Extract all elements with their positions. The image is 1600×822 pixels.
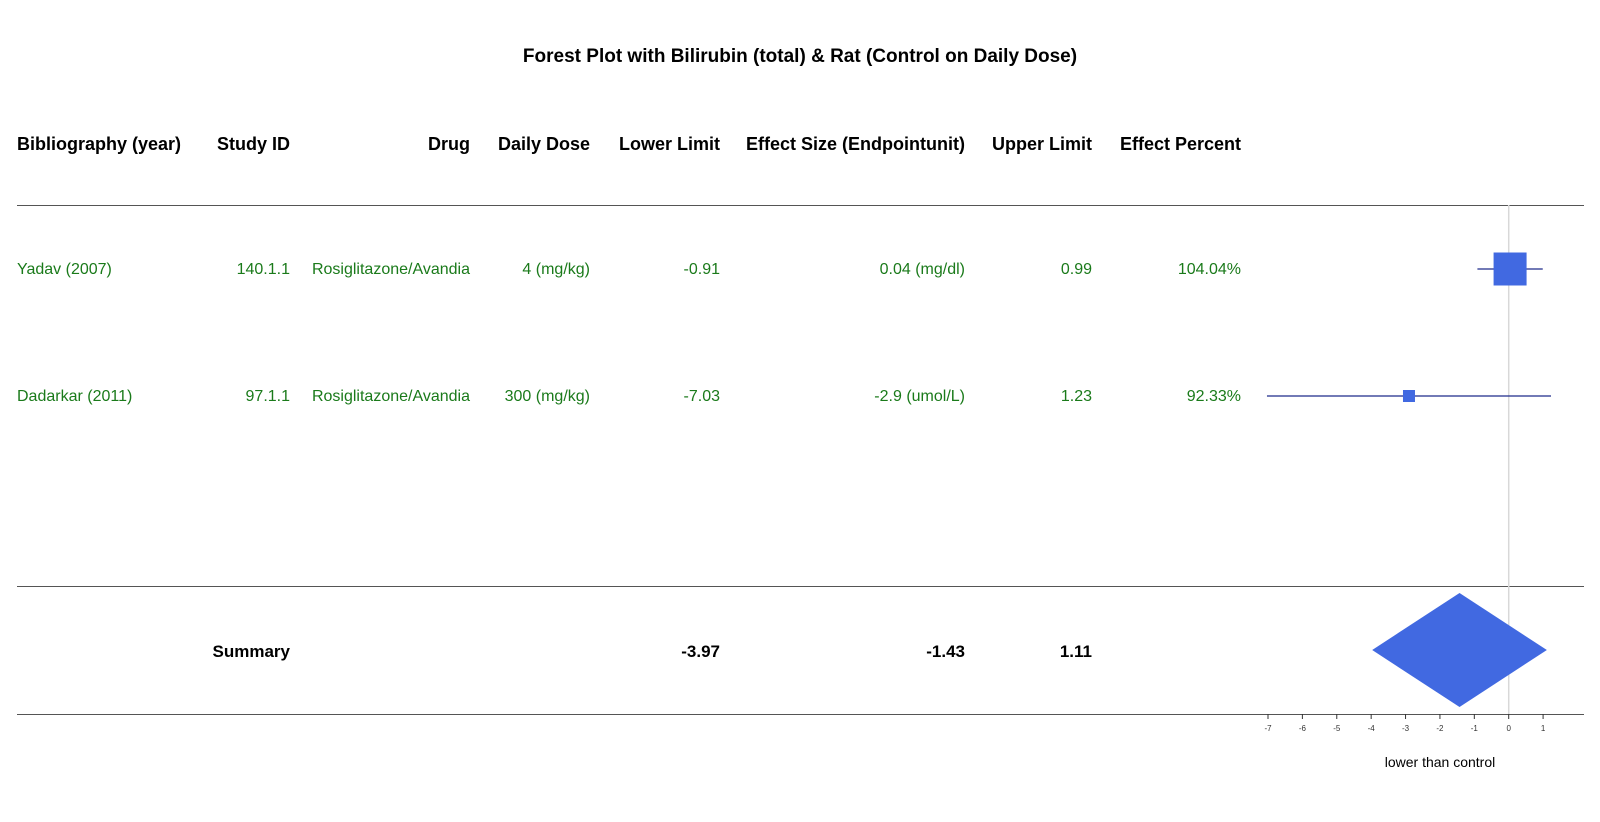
row-1-effect-size: 0.04 (mg/dl): [879, 261, 965, 278]
x-tick-label: -7: [1264, 724, 1272, 733]
x-axis-label: lower than control: [1384, 754, 1496, 770]
chart-title: Forest Plot with Bilirubin (total) & Rat…: [522, 46, 1078, 67]
row-2-lower-limit: -7.03: [683, 388, 720, 405]
row-2-effect-percent: 92.33%: [1186, 388, 1241, 405]
x-tick-label: -6: [1299, 724, 1307, 733]
header-daily-dose: Daily Dose: [497, 134, 590, 154]
x-tick-label: -3: [1402, 724, 1410, 733]
header-bibliography: Bibliography (year): [17, 134, 182, 154]
row-2-bibliography: Dadarkar (2011): [17, 388, 133, 405]
row-1-effect-percent: 104.04%: [1177, 261, 1241, 278]
summary-bottom-rule: [17, 714, 1584, 715]
x-tick-label: -1: [1471, 724, 1479, 733]
header-upper-limit: Upper Limit: [991, 134, 1092, 154]
x-tick-label: 1: [1541, 724, 1546, 733]
summary-effect-size: -1.43: [926, 642, 965, 661]
row-2-upper-limit: 1.23: [1060, 388, 1092, 405]
summary-upper-limit: 1.11: [1059, 642, 1092, 661]
summary-label: Summary: [212, 642, 290, 661]
header-drug: Drug: [428, 134, 470, 154]
summary-diamond: [1372, 593, 1547, 707]
summary-top-rule: [17, 586, 1584, 587]
row-1-upper-limit: 0.99: [1060, 261, 1092, 278]
x-tick-label: -2: [1436, 724, 1444, 733]
header-effect-percent: Effect Percent: [1119, 134, 1241, 154]
x-tick-label: -5: [1333, 724, 1341, 733]
header-study-id: Study ID: [216, 134, 290, 154]
header-lower-limit: Lower Limit: [618, 134, 720, 154]
effect-marker-row-2: [1402, 390, 1415, 402]
header-effect-size: Effect Size (Endpointunit): [746, 134, 965, 154]
x-tick-label: -4: [1368, 724, 1376, 733]
row-1-bibliography: Yadav (2007): [17, 261, 112, 278]
row-2-drug: Rosiglitazone/Avandia: [311, 388, 470, 405]
row-1-daily-dose: 4 (mg/kg): [522, 261, 590, 278]
header-rule: [17, 205, 1584, 206]
row-2-daily-dose: 300 (mg/kg): [504, 388, 590, 405]
effect-marker-row-1: [1493, 252, 1527, 286]
row-1-drug: Rosiglitazone/Avandia: [311, 261, 470, 278]
x-tick-label: 0: [1506, 724, 1511, 733]
row-2-study-id: 97.1.1: [245, 388, 290, 405]
summary-lower-limit: -3.97: [681, 642, 720, 661]
row-2-effect-size: -2.9 (umol/L): [874, 388, 965, 405]
row-1-lower-limit: -0.91: [683, 261, 720, 278]
row-1-study-id: 140.1.1: [236, 261, 290, 278]
